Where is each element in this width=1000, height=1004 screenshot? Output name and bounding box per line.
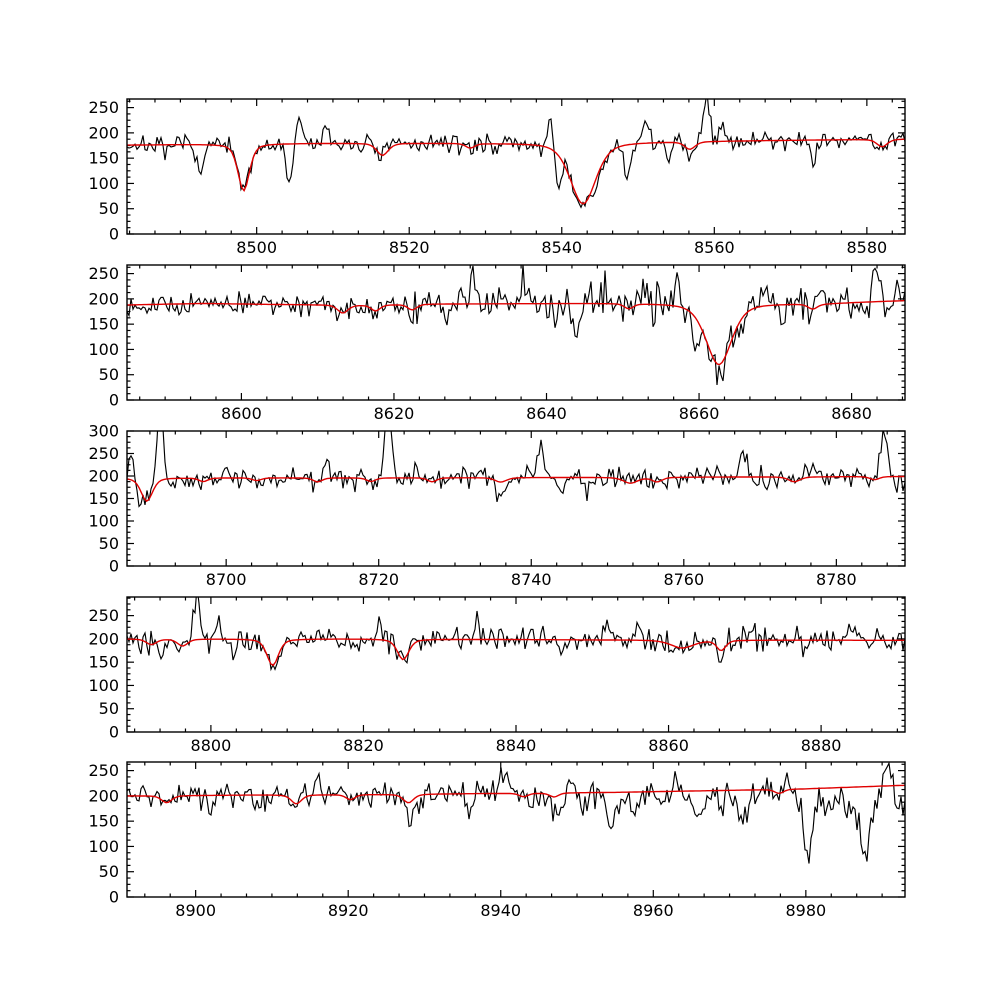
svg-text:8660: 8660	[679, 404, 720, 423]
svg-text:100: 100	[88, 174, 119, 193]
svg-text:8700: 8700	[206, 570, 247, 589]
model-fit-trace	[127, 138, 905, 205]
panel-frame	[126, 430, 906, 567]
svg-text:150: 150	[88, 812, 119, 831]
x-tick-labels: 8900 8920 8940 8960 8980	[175, 901, 826, 920]
svg-text:0: 0	[109, 557, 119, 576]
svg-text:8900: 8900	[175, 901, 216, 920]
model-fit-trace	[127, 638, 905, 667]
observed-spectrum-trace	[127, 762, 905, 864]
svg-text:8560: 8560	[694, 238, 735, 257]
svg-text:8840: 8840	[496, 736, 537, 755]
svg-text:150: 150	[88, 653, 119, 672]
svg-text:0: 0	[109, 225, 119, 244]
svg-text:8760: 8760	[663, 570, 704, 589]
svg-text:100: 100	[88, 676, 119, 695]
svg-text:8740: 8740	[511, 570, 552, 589]
axis-ticks	[127, 265, 905, 401]
svg-text:200: 200	[88, 629, 119, 648]
svg-text:8520: 8520	[389, 238, 430, 257]
y-tick-labels: 0 50 100 150 200 250 300	[88, 422, 119, 576]
svg-text:50: 50	[99, 199, 119, 218]
svg-text:200: 200	[88, 786, 119, 805]
svg-text:250: 250	[88, 761, 119, 780]
svg-text:150: 150	[88, 489, 119, 508]
svg-text:200: 200	[88, 289, 119, 308]
svg-text:100: 100	[88, 512, 119, 531]
svg-text:150: 150	[88, 315, 119, 334]
model-fit-trace	[127, 784, 905, 805]
svg-text:200: 200	[88, 467, 119, 486]
panel-frame	[126, 596, 906, 733]
svg-text:8820: 8820	[343, 736, 384, 755]
svg-text:8960: 8960	[633, 901, 674, 920]
svg-text:8640: 8640	[526, 404, 567, 423]
y-tick-labels: 0 50 100 150 200 250	[88, 264, 119, 409]
observed-spectrum-trace	[127, 265, 905, 385]
svg-text:8920: 8920	[328, 901, 369, 920]
svg-text:8600: 8600	[221, 404, 262, 423]
svg-text:8620: 8620	[374, 404, 415, 423]
axis-ticks	[127, 430, 905, 567]
spectrum-panel-2: 8600 8620 8640 8660 8680 0 50 100 150 200 250	[88, 264, 906, 423]
svg-text:100: 100	[88, 340, 119, 359]
svg-text:0: 0	[109, 888, 119, 907]
svg-text:8980: 8980	[785, 901, 826, 920]
svg-text:8940: 8940	[480, 901, 521, 920]
svg-text:8580: 8580	[847, 238, 888, 257]
svg-text:8800: 8800	[191, 736, 232, 755]
model-fit-trace	[127, 299, 905, 366]
svg-text:250: 250	[88, 98, 119, 117]
svg-text:50: 50	[99, 699, 119, 718]
svg-text:100: 100	[88, 837, 119, 856]
svg-text:8860: 8860	[648, 736, 689, 755]
spectrum-panel-1: 8500 8520 8540 8560 8580 0 50 100 150 200 250	[88, 98, 906, 257]
y-tick-labels: 0 50 100 150 200 250	[88, 606, 119, 741]
svg-text:250: 250	[88, 264, 119, 283]
svg-text:300: 300	[88, 422, 119, 441]
panel-frame	[126, 761, 906, 898]
axis-ticks	[127, 99, 905, 235]
svg-text:50: 50	[99, 365, 119, 384]
svg-text:150: 150	[88, 149, 119, 168]
spectrum-panel-4: 8800 8820 8840 8860 8880 0 50 100 150 200 250	[88, 596, 906, 755]
spectrum-panel-3: 8700 8720 8740 8760 8780 0 50 100 150 200 250 300	[88, 422, 906, 589]
svg-text:200: 200	[88, 123, 119, 142]
observed-spectrum-trace	[127, 99, 905, 209]
svg-text:8500: 8500	[236, 238, 277, 257]
svg-text:50: 50	[99, 862, 119, 881]
panel-frame	[126, 98, 906, 235]
svg-text:50: 50	[99, 534, 119, 553]
x-tick-labels: 8600 8620 8640 8660 8680	[221, 404, 872, 423]
svg-text:250: 250	[88, 606, 119, 625]
y-tick-labels: 0 50 100 150 200 250	[88, 98, 119, 243]
svg-text:8780: 8780	[816, 570, 857, 589]
svg-text:8720: 8720	[358, 570, 399, 589]
model-fit-trace	[127, 475, 905, 503]
svg-text:8680: 8680	[831, 404, 872, 423]
panel-frame	[126, 264, 906, 401]
x-tick-labels: 8700 8720 8740 8760 8780	[206, 570, 857, 589]
svg-text:0: 0	[109, 723, 119, 742]
svg-text:0: 0	[109, 391, 119, 410]
axis-ticks	[127, 597, 905, 733]
svg-text:8540: 8540	[541, 238, 582, 257]
svg-text:8880: 8880	[801, 736, 842, 755]
spectrum-panel-5: 8900 8920 8940 8960 8980 0 50 100 150 200 250	[88, 761, 906, 920]
y-tick-labels: 0 50 100 150 200 250	[88, 761, 119, 906]
svg-text:250: 250	[88, 444, 119, 463]
x-tick-labels: 8500 8520 8540 8560 8580	[236, 238, 887, 257]
x-tick-labels: 8800 8820 8840 8860 8880	[191, 736, 842, 755]
